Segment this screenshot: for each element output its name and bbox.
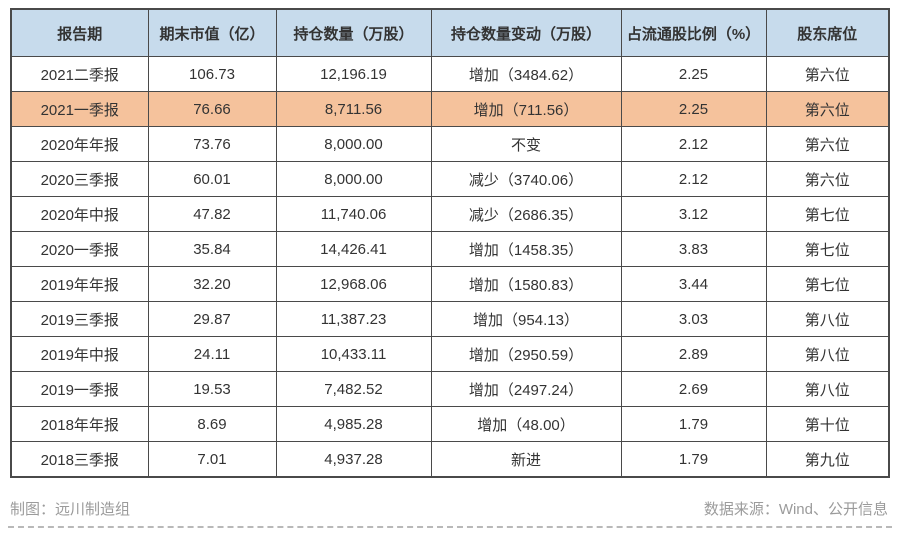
- cell: 第九位: [765, 441, 890, 478]
- cell: 第七位: [765, 196, 890, 232]
- cell: 2020年中报: [10, 196, 149, 232]
- table-row-2020一季报: 2020一季报 35.84 14,426.41 增加（1458.35） 3.83 第七位: [10, 231, 890, 267]
- column-header-0: 报告期: [10, 8, 149, 57]
- column-header-5: 股东席位: [765, 8, 890, 57]
- table-row-2021二季报: 2021二季报 106.73 12,196.19 增加（3484.62） 2.25 第六位: [10, 56, 890, 92]
- cell: 2.89: [620, 336, 767, 372]
- cell: 2021二季报: [10, 56, 149, 92]
- cell: 2.25: [620, 56, 767, 92]
- cell: 14,426.41: [275, 231, 432, 267]
- bottom-dashed-divider: [8, 526, 892, 528]
- cell: 3.44: [620, 266, 767, 302]
- cell: 76.66: [147, 91, 277, 127]
- cell: 3.12: [620, 196, 767, 232]
- cell: 第六位: [765, 126, 890, 162]
- cell: 7.01: [147, 441, 277, 478]
- cell: 12,196.19: [275, 56, 432, 92]
- cell: 3.03: [620, 301, 767, 337]
- cell: 2018年年报: [10, 406, 149, 442]
- table-row-2019年中报: 2019年中报 24.11 10,433.11 增加（2950.59） 2.89 第八位: [10, 336, 890, 372]
- cell: 32.20: [147, 266, 277, 302]
- cell: 29.87: [147, 301, 277, 337]
- cell: 2.69: [620, 371, 767, 407]
- table-row-2019三季报: 2019三季报 29.87 11,387.23 增加（954.13） 3.03 第八位: [10, 301, 890, 337]
- cell: 2019一季报: [10, 371, 149, 407]
- cell: 8.69: [147, 406, 277, 442]
- footer: 制图：远川制造组 数据来源：Wind、公开信息: [10, 498, 888, 519]
- cell: 增加（48.00）: [430, 406, 622, 442]
- cell: 增加（1580.83）: [430, 266, 622, 302]
- cell: 增加（2950.59）: [430, 336, 622, 372]
- holdings-table: 报告期 期末市值（亿） 持仓数量（万股） 持仓数量变动（万股） 占流通股比例（%） 股东席…: [10, 8, 890, 478]
- cell: 第七位: [765, 231, 890, 267]
- cell: 2019三季报: [10, 301, 149, 337]
- cell: 47.82: [147, 196, 277, 232]
- cell: 4,937.28: [275, 441, 432, 478]
- header-row: 报告期 期末市值（亿） 持仓数量（万股） 持仓数量变动（万股） 占流通股比例（%） 股东席…: [10, 8, 890, 57]
- column-header-4: 占流通股比例（%）: [620, 8, 767, 57]
- cell: 35.84: [147, 231, 277, 267]
- cell: 第八位: [765, 371, 890, 407]
- cell: 106.73: [147, 56, 277, 92]
- cell: 19.53: [147, 371, 277, 407]
- cell: 3.83: [620, 231, 767, 267]
- cell: 增加（1458.35）: [430, 231, 622, 267]
- cell: 不变: [430, 126, 622, 162]
- cell: 增加（3484.62）: [430, 56, 622, 92]
- table-body: 2021二季报 106.73 12,196.19 增加（3484.62） 2.25 第六位…: [10, 56, 890, 478]
- cell: 2.12: [620, 126, 767, 162]
- column-header-3: 持仓数量变动（万股）: [430, 8, 622, 57]
- cell: 2019年年报: [10, 266, 149, 302]
- table-row-2020年中报: 2020年中报 47.82 11,740.06 减少（2686.35） 3.12 第七位: [10, 196, 890, 232]
- cell: 第六位: [765, 56, 890, 92]
- table-row-2018三季报: 2018三季报 7.01 4,937.28 新进 1.79 第九位: [10, 441, 890, 478]
- column-header-2: 持仓数量（万股）: [275, 8, 432, 57]
- cell: 2020一季报: [10, 231, 149, 267]
- cell: 1.79: [620, 441, 767, 478]
- cell: 24.11: [147, 336, 277, 372]
- cell: 8,711.56: [275, 91, 432, 127]
- cell: 减少（2686.35）: [430, 196, 622, 232]
- cell: 2019年中报: [10, 336, 149, 372]
- table-row-2019一季报: 2019一季报 19.53 7,482.52 增加（2497.24） 2.69 第八位: [10, 371, 890, 407]
- cell: 增加（711.56）: [430, 91, 622, 127]
- cell: 减少（3740.06）: [430, 161, 622, 197]
- footer-credit-label: 制图：远川制造组: [10, 501, 131, 518]
- cell: 第六位: [765, 91, 890, 127]
- cell: 8,000.00: [275, 126, 432, 162]
- cell: 增加（954.13）: [430, 301, 622, 337]
- cell: 增加（2497.24）: [430, 371, 622, 407]
- cell: 第十位: [765, 406, 890, 442]
- cell: 2021一季报: [10, 91, 149, 127]
- table-row-2020三季报: 2020三季报 60.01 8,000.00 减少（3740.06） 2.12 第六位: [10, 161, 890, 197]
- cell: 60.01: [147, 161, 277, 197]
- table-row-2021一季报: 2021一季报 76.66 8,711.56 增加（711.56） 2.25 第六位: [10, 91, 890, 127]
- cell: 第八位: [765, 301, 890, 337]
- cell: 4,985.28: [275, 406, 432, 442]
- table-row-2020年年报: 2020年年报 73.76 8,000.00 不变 2.12 第六位: [10, 126, 890, 162]
- cell: 2.12: [620, 161, 767, 197]
- table-row-2018年年报: 2018年年报 8.69 4,985.28 增加（48.00） 1.79 第十位: [10, 406, 890, 442]
- cell: 10,433.11: [275, 336, 432, 372]
- footer-data-source-label: 数据来源：Wind、公开信息: [703, 501, 888, 518]
- cell: 11,387.23: [275, 301, 432, 337]
- cell: 2.25: [620, 91, 767, 127]
- cell: 73.76: [147, 126, 277, 162]
- cell: 8,000.00: [275, 161, 432, 197]
- table-row-2019年年报: 2019年年报 32.20 12,968.06 增加（1580.83） 3.44 第七位: [10, 266, 890, 302]
- cell: 第七位: [765, 266, 890, 302]
- cell: 第六位: [765, 161, 890, 197]
- cell: 第八位: [765, 336, 890, 372]
- cell: 2020三季报: [10, 161, 149, 197]
- cell: 1.79: [620, 406, 767, 442]
- cell: 12,968.06: [275, 266, 432, 302]
- cell: 2020年年报: [10, 126, 149, 162]
- cell: 7,482.52: [275, 371, 432, 407]
- cell: 2018三季报: [10, 441, 149, 478]
- cell: 11,740.06: [275, 196, 432, 232]
- cell: 新进: [430, 441, 622, 478]
- column-header-1: 期末市值（亿）: [147, 8, 277, 57]
